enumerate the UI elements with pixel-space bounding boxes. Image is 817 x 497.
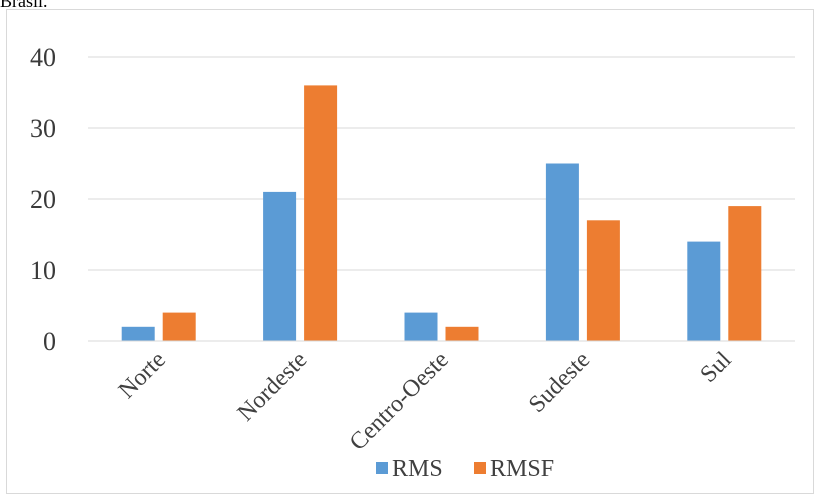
gridlines xyxy=(88,56,795,271)
legend: RMS RMSF xyxy=(376,456,554,482)
bar-rmsf-sudeste xyxy=(586,220,620,341)
y-tick-label-10: 10 xyxy=(30,256,56,285)
bar-rms-sul xyxy=(687,241,721,341)
bar-rmsf-nordeste xyxy=(304,85,338,342)
y-tick-label-40: 40 xyxy=(30,43,56,72)
legend-swatch-rms xyxy=(376,462,388,474)
bar-rmsf-norte xyxy=(162,312,196,341)
legend-label-rms: RMS xyxy=(392,456,443,482)
chart-frame xyxy=(6,9,814,494)
x-category-label-sul: Sul xyxy=(696,347,737,388)
bar-rmsf-centro-oeste xyxy=(445,326,479,341)
bar-rms-norte xyxy=(121,326,155,341)
bar-rms-sudeste xyxy=(545,163,579,341)
bars xyxy=(121,85,762,342)
y-tick-label-30: 30 xyxy=(30,114,56,143)
x-axis-category-labels: Norte Nordeste Centro-Oeste Sudeste Sul xyxy=(114,347,737,456)
x-category-label-sudeste: Sudeste xyxy=(524,347,595,418)
legend-swatch-rmsf xyxy=(474,462,486,474)
y-tick-label-20: 20 xyxy=(30,185,56,214)
legend-label-rmsf: RMSF xyxy=(490,456,554,482)
y-axis-tick-labels: 0 10 20 30 40 xyxy=(30,43,56,356)
x-category-label-norte: Norte xyxy=(114,347,171,404)
x-category-label-centro-oeste: Centro-Oeste xyxy=(345,347,454,456)
bar-rmsf-sul xyxy=(728,206,762,341)
caption-fragment: Brasil. xyxy=(0,0,48,11)
bar-rms-nordeste xyxy=(263,191,297,341)
y-tick-label-0: 0 xyxy=(43,327,56,356)
x-category-label-nordeste: Nordeste xyxy=(233,347,313,427)
bar-rms-centro-oeste xyxy=(404,312,438,341)
